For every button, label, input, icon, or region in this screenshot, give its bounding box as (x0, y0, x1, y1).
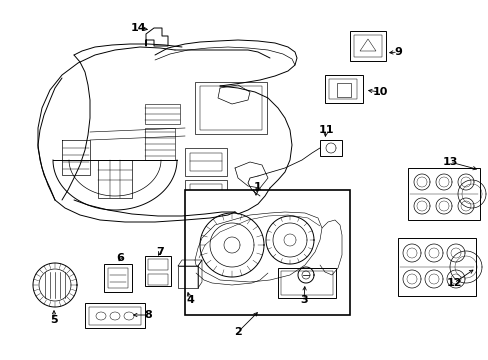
Bar (89, 307, 141, 325)
Bar (397, 238, 475, 296)
Bar (148, 274, 168, 285)
Bar (190, 184, 222, 204)
Text: 13: 13 (442, 157, 457, 167)
Bar (145, 256, 171, 286)
Bar (278, 268, 335, 298)
Text: 4: 4 (185, 295, 194, 305)
Bar (184, 180, 226, 208)
Text: 7: 7 (156, 247, 163, 257)
Bar (349, 31, 385, 61)
Bar (195, 82, 266, 134)
Text: 9: 9 (393, 47, 401, 57)
Text: 8: 8 (144, 310, 152, 320)
Text: 5: 5 (50, 315, 58, 325)
Text: 12: 12 (446, 278, 461, 288)
Bar (319, 140, 341, 156)
Text: 11: 11 (318, 125, 333, 135)
Bar (145, 128, 175, 160)
Bar (200, 86, 262, 130)
Text: 6: 6 (116, 253, 123, 263)
Text: 1: 1 (254, 182, 262, 192)
Bar (336, 83, 350, 97)
Bar (148, 259, 168, 270)
Bar (281, 271, 332, 295)
Text: 3: 3 (300, 295, 307, 305)
Bar (98, 160, 132, 198)
Bar (184, 148, 226, 176)
Bar (328, 79, 356, 99)
Bar (190, 153, 222, 171)
Bar (325, 75, 362, 103)
Bar (85, 303, 145, 328)
Bar (184, 190, 349, 315)
Bar (407, 168, 479, 220)
Bar (145, 104, 180, 124)
Bar (104, 264, 132, 292)
Bar (108, 268, 128, 288)
Bar (353, 35, 381, 57)
Text: 10: 10 (371, 87, 387, 97)
Text: 14: 14 (130, 23, 145, 33)
Text: 2: 2 (234, 327, 242, 337)
Bar (178, 266, 198, 288)
